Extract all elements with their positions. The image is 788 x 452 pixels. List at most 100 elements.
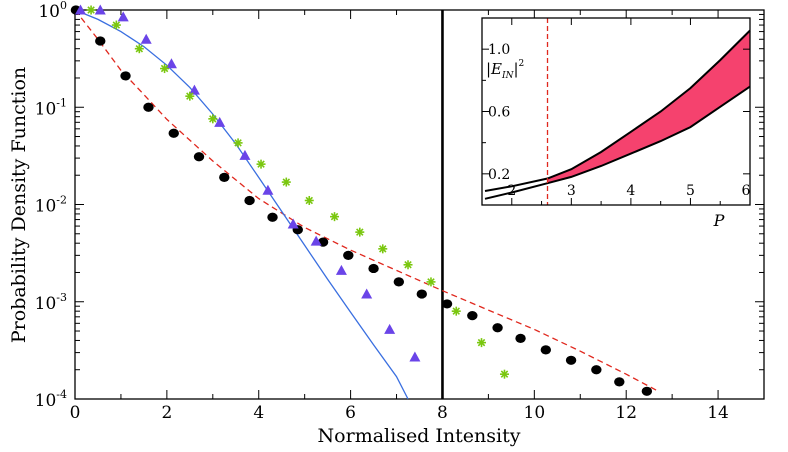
x-tick-label: 6 xyxy=(345,403,356,423)
circle-point xyxy=(244,195,255,206)
circle-point xyxy=(368,263,379,274)
star-point xyxy=(477,338,487,348)
star-stroke xyxy=(477,338,486,347)
triangle-point xyxy=(188,84,200,95)
y-tick-base: 10 xyxy=(35,197,57,217)
inset-y-title-bar: | xyxy=(513,60,518,78)
triangle-point xyxy=(239,149,251,160)
star-point xyxy=(185,91,195,101)
triangle-point xyxy=(94,4,106,15)
circle-point xyxy=(540,345,552,355)
inset-y-axis-title: |EIN|2 xyxy=(486,59,524,81)
star-point xyxy=(426,277,436,287)
star-stroke xyxy=(257,160,265,168)
triangle-point xyxy=(310,235,322,246)
star-point xyxy=(355,227,365,237)
red-dashed-fit-line xyxy=(74,9,659,392)
circle-point xyxy=(393,277,405,287)
star-point xyxy=(233,138,243,148)
star-stroke xyxy=(305,196,314,205)
star-point xyxy=(330,212,340,222)
star-stroke xyxy=(87,6,95,14)
triangle-point xyxy=(409,351,421,362)
star-point xyxy=(86,5,96,15)
inset-x-tick-label: 3 xyxy=(567,183,576,199)
circle-point xyxy=(193,152,205,162)
star-point xyxy=(304,195,314,205)
star-point xyxy=(256,159,266,169)
star-stroke xyxy=(379,245,387,253)
inset-lower-curve xyxy=(484,85,751,200)
x-tick-label: 4 xyxy=(253,403,264,423)
circle-point xyxy=(614,377,625,387)
y-tick-label: 100 xyxy=(38,0,67,22)
circle-point xyxy=(168,128,179,138)
inset-y-tick-label: 1.0 xyxy=(488,42,510,58)
star-stroke xyxy=(234,139,242,147)
circle-point xyxy=(492,323,503,333)
circle-point xyxy=(120,71,131,81)
circle-point xyxy=(467,311,478,321)
circle-point xyxy=(641,386,653,396)
star-stroke xyxy=(427,278,435,286)
star-point xyxy=(111,20,121,30)
y-tick-label: 10-4 xyxy=(35,388,67,411)
y-tick-base: 10 xyxy=(35,99,57,119)
inset-y-title-subscript: IN xyxy=(501,71,515,81)
circle-point xyxy=(416,289,427,299)
triangle-point xyxy=(384,323,396,334)
circle-point xyxy=(219,172,230,182)
x-tick-label: 10 xyxy=(524,403,546,423)
x-tick-label: 8 xyxy=(437,403,448,423)
y-tick-base: 10 xyxy=(35,391,57,411)
star-point xyxy=(208,114,218,124)
triangle-point xyxy=(75,4,87,15)
inset-x-tick-label: 6 xyxy=(742,183,751,199)
triangle-point xyxy=(287,218,299,229)
star-stroke xyxy=(356,228,364,236)
y-axis-title: Probability Density Function xyxy=(8,67,30,343)
inset-y-title-base: |E xyxy=(486,60,502,78)
circle-point xyxy=(441,299,453,309)
y-tick-exponent: -3 xyxy=(56,291,67,304)
circle-point xyxy=(591,365,602,375)
star-stroke xyxy=(404,261,412,269)
star-point xyxy=(160,64,170,74)
star-stroke xyxy=(330,212,339,221)
circle-point xyxy=(565,355,577,365)
star-stroke xyxy=(282,178,291,186)
inset-x-tick-label: 2 xyxy=(507,183,516,199)
circle-point xyxy=(343,250,354,260)
blue-fit-line xyxy=(74,9,409,400)
star-stroke xyxy=(186,92,194,100)
triangle-point xyxy=(262,184,274,195)
star-point xyxy=(499,369,509,379)
x-tick-label: 2 xyxy=(161,403,172,423)
inset-x-axis-title: P xyxy=(713,211,725,230)
inset-x-tick-label: 4 xyxy=(626,183,635,199)
x-axis-title: Normalised Intensity xyxy=(318,425,521,447)
circle-point xyxy=(515,333,526,343)
star-stroke xyxy=(452,307,460,315)
star-stroke xyxy=(500,370,509,378)
y-tick-exponent: -4 xyxy=(56,388,67,401)
main-series xyxy=(70,4,659,400)
triangle-point xyxy=(117,11,129,22)
triangle-point xyxy=(214,116,226,127)
inset-fill-region xyxy=(547,30,750,184)
star-point xyxy=(403,260,413,270)
star-point xyxy=(134,44,144,54)
inset-y-tick-label: 0.6 xyxy=(488,105,510,121)
circle-point xyxy=(143,102,154,112)
inset-upper-curve xyxy=(484,29,751,192)
inset-x-tick-label: 5 xyxy=(686,183,695,199)
x-tick-label: 0 xyxy=(70,403,81,423)
inset-frame xyxy=(481,17,751,206)
star-stroke xyxy=(112,21,121,29)
y-tick-base: 10 xyxy=(35,294,57,314)
inset-content: 2 3 4 5 60.20.61.0P|EIN|2 xyxy=(482,18,751,230)
triangle-point xyxy=(335,264,347,275)
